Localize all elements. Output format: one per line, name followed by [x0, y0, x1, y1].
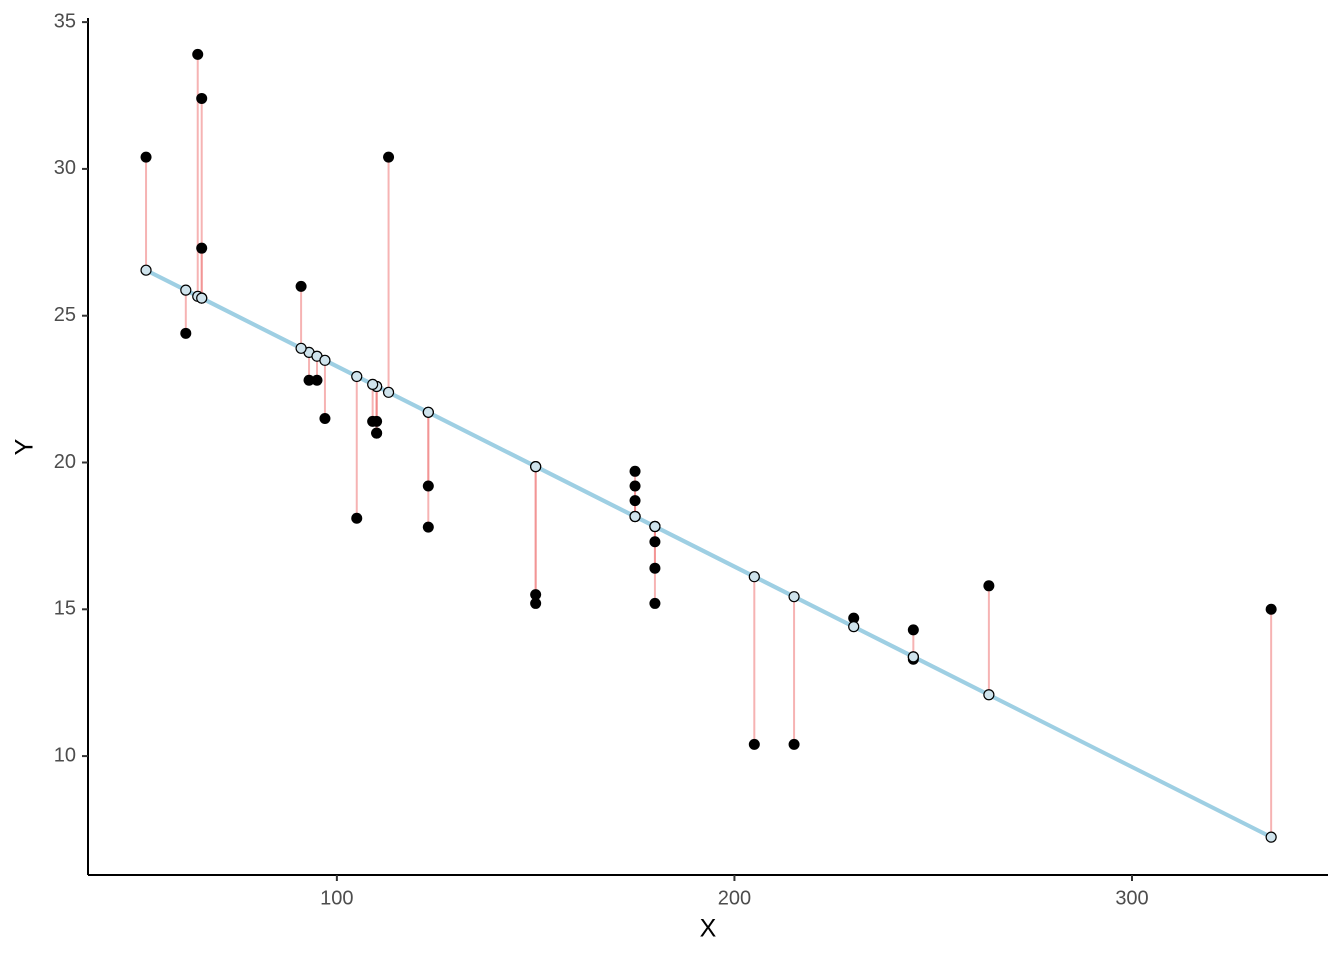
observed-point [649, 536, 661, 548]
observed-point [196, 92, 208, 104]
observed-point [649, 562, 661, 574]
fitted-point [422, 406, 434, 418]
y-axis-title: Y [11, 438, 39, 455]
observed-point [303, 374, 315, 386]
fitted-point [196, 292, 208, 304]
fitted-point [1265, 831, 1277, 843]
observed-point [351, 512, 363, 524]
observed-point [530, 597, 542, 609]
y-tick-label: 10 [54, 744, 76, 766]
x-tick-label: 200 [718, 887, 751, 909]
observed-point [192, 48, 204, 60]
fitted-point [983, 689, 995, 701]
observed-point [629, 480, 641, 492]
fitted-point [530, 461, 542, 473]
observed-point [748, 738, 760, 750]
observed-point [295, 280, 307, 292]
x-tick-label: 100 [320, 887, 353, 909]
fitted-point [295, 342, 307, 354]
fitted-point [629, 510, 641, 523]
observed-point [907, 624, 919, 636]
y-tick-label: 20 [54, 451, 76, 473]
observed-point [140, 151, 152, 163]
fitted-point [382, 386, 395, 398]
fitted-point [319, 354, 331, 366]
observed-point [422, 480, 434, 492]
observed-point [196, 242, 208, 254]
fitted-point [848, 621, 860, 633]
observed-point [319, 412, 331, 424]
observed-point [629, 465, 641, 477]
fitted-point [748, 571, 760, 583]
fitted-point [907, 651, 919, 663]
observed-point [1265, 603, 1277, 615]
observed-point [371, 427, 383, 439]
observed-point [367, 415, 379, 427]
observed-point [311, 374, 323, 386]
y-tick-label: 15 [54, 598, 76, 620]
fitted-point [367, 378, 379, 391]
y-tick-label: 30 [54, 157, 76, 179]
fitted-point [140, 264, 152, 276]
observed-point [983, 580, 995, 592]
fitted-point [649, 520, 661, 533]
y-tick-label: 25 [54, 304, 76, 326]
observed-point [788, 738, 800, 750]
fitted-point [180, 284, 192, 296]
x-tick-label: 300 [1115, 887, 1148, 909]
x-axis-title: X [700, 915, 717, 943]
observed-point [383, 151, 395, 163]
observed-point [530, 589, 542, 601]
observed-point [848, 612, 860, 624]
observed-point [422, 521, 434, 533]
observed-point [649, 597, 661, 609]
observed-point [629, 495, 641, 507]
fitted-point [788, 591, 800, 603]
y-tick-label: 35 [54, 10, 76, 32]
fitted-point [351, 370, 363, 383]
observed-point [180, 327, 192, 339]
